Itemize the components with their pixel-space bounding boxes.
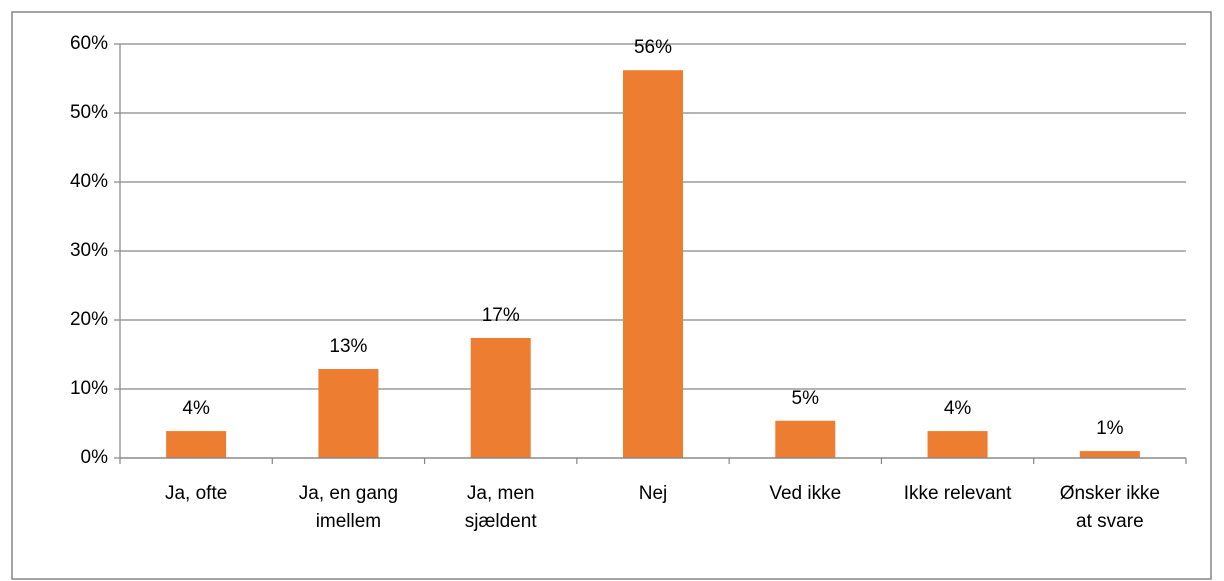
value-label: 13% [329,336,367,357]
value-label: 5% [792,388,820,409]
y-tick-label: 0% [81,447,109,468]
x-tick-label: Ja, ofte [164,483,228,504]
bar [775,420,836,458]
chart-border [11,11,1212,580]
y-tick-label: 50% [70,102,108,123]
x-tick-label: Ja, en gang imellem [298,483,399,532]
bar [166,431,227,458]
y-tick-label: 20% [70,309,108,330]
bar [623,70,683,458]
x-tick-label: Nej [638,483,668,504]
value-label: 17% [482,305,520,326]
bar [927,431,988,458]
y-tick-label: 60% [70,33,108,54]
x-tick-label: Ønsker ikke at svare [1059,483,1160,532]
x-tick-label: Ja, men sjældent [464,483,537,532]
value-label: 4% [944,398,972,419]
bar [1079,451,1140,458]
value-label: 56% [634,37,672,58]
y-tick-label: 30% [70,240,108,261]
x-tick-label: Ved ikke [769,483,842,504]
value-label: 4% [182,398,210,419]
value-label: 1% [1096,418,1124,439]
bar [318,368,379,458]
x-tick-label: Ikke relevant [903,483,1012,504]
y-tick-label: 10% [70,378,108,399]
y-tick-label: 40% [70,171,108,192]
bar [470,337,531,458]
